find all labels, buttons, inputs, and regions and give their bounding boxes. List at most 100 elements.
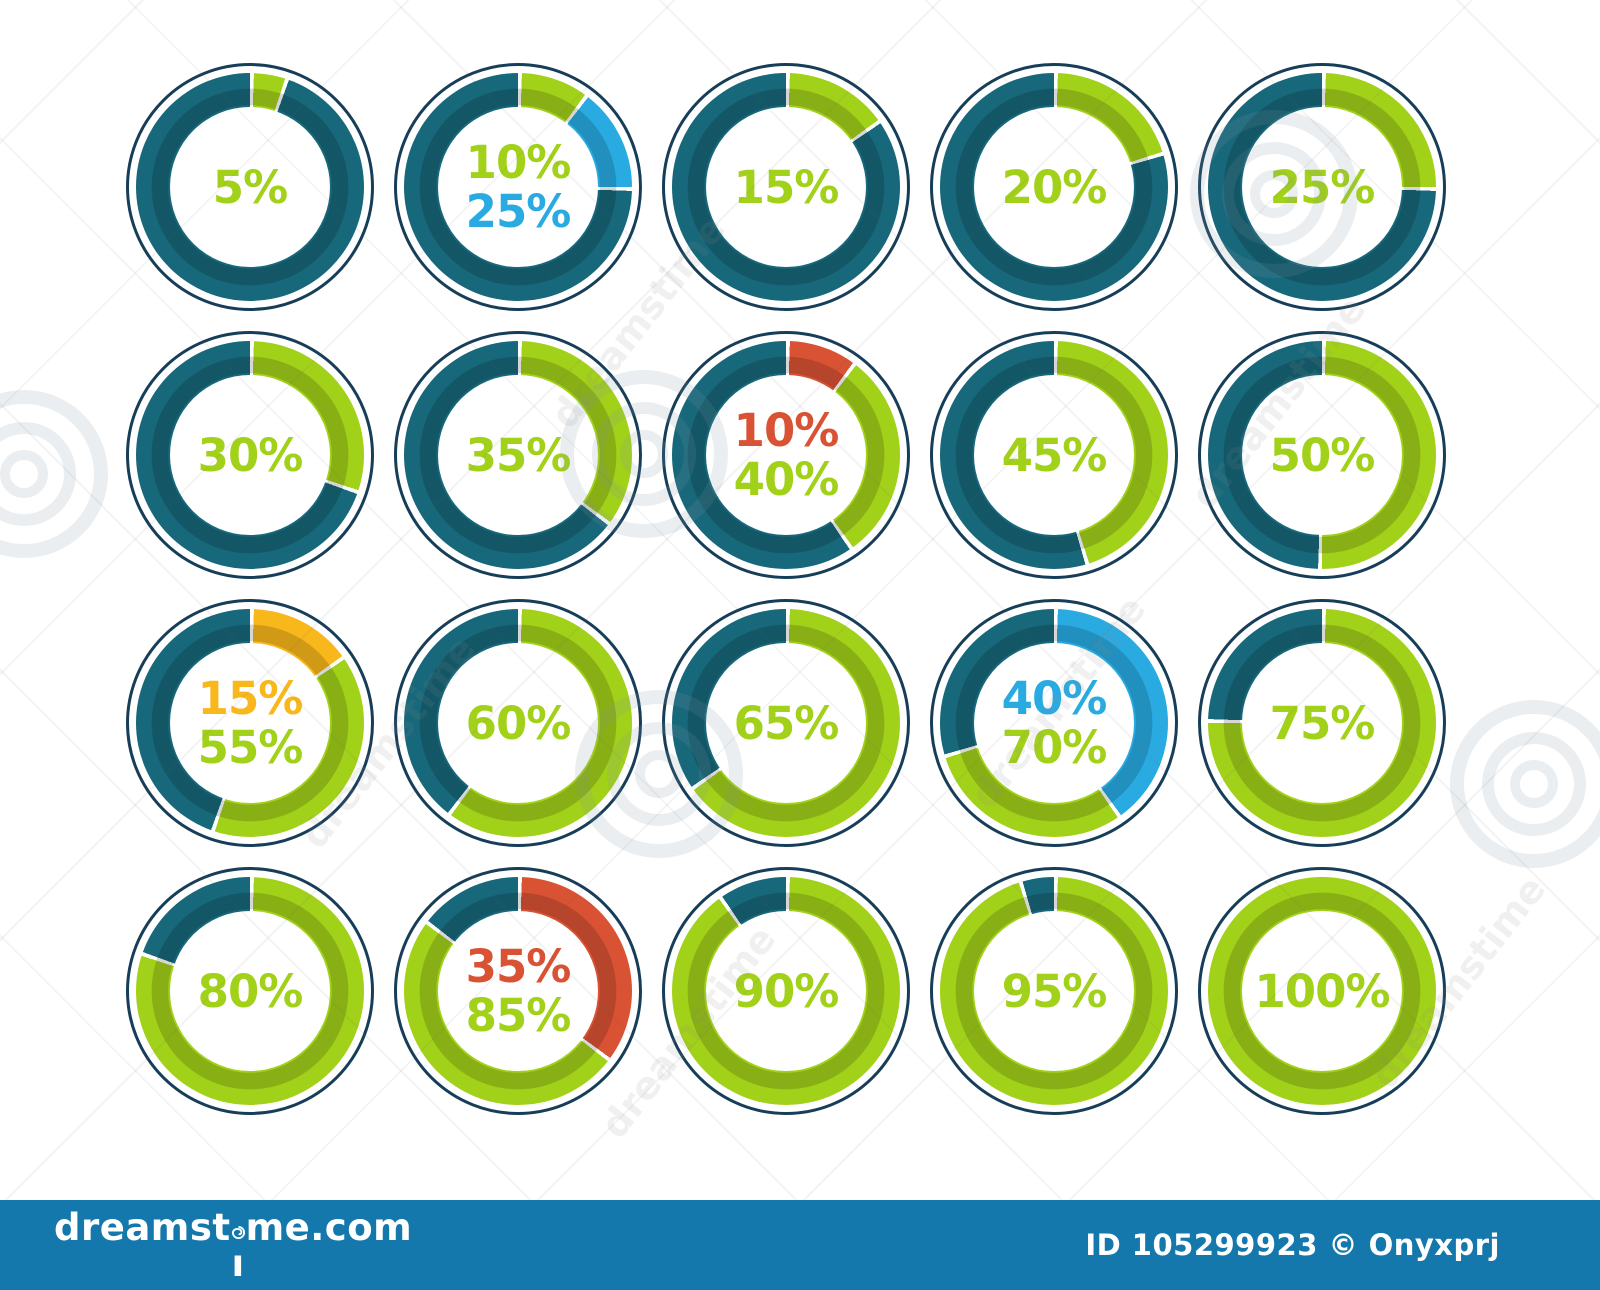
- percent-label: 5%: [212, 160, 288, 214]
- chart-cell: 75%: [1188, 589, 1456, 857]
- chart-cell: 80%: [116, 857, 384, 1125]
- donut-hole: [170, 911, 330, 1071]
- charts-grid: 5% 10% 25% 15% 20% 25% 30% 35% 10% 40% 45% 50% 15% 55…: [116, 53, 1456, 1125]
- donut-chart-4: 20%: [930, 63, 1178, 311]
- donut-hole: [974, 911, 1134, 1071]
- donut-chart-19: 95%: [930, 867, 1178, 1115]
- donut-chart-13: 65%: [662, 599, 910, 847]
- percent-label: 50%: [1269, 428, 1376, 482]
- percent-label: 90%: [733, 964, 840, 1018]
- chart-cell: 20%: [920, 53, 1188, 321]
- donut-label-group: 100%: [1242, 911, 1402, 1071]
- donut-label-group: 10% 40%: [706, 375, 866, 535]
- donut-hole: [1242, 107, 1402, 267]
- chart-cell: 30%: [116, 321, 384, 589]
- donut-label-group: 40% 70%: [974, 643, 1134, 803]
- chart-cell: 40% 70%: [920, 589, 1188, 857]
- chart-cell: 10% 40%: [652, 321, 920, 589]
- donut-chart-3: 15%: [662, 63, 910, 311]
- chart-cell: 60%: [384, 589, 652, 857]
- donut-label-group: 95%: [974, 911, 1134, 1071]
- image-id-text: ID 105299923 © Onyxprj: [1085, 1228, 1500, 1262]
- chart-cell: 15%: [652, 53, 920, 321]
- percent-label: 45%: [1001, 428, 1108, 482]
- donut-chart-9: 45%: [930, 331, 1178, 579]
- donut-hole: [706, 911, 866, 1071]
- donut-hole: [1242, 911, 1402, 1071]
- percent-label: 15%: [733, 160, 840, 214]
- percent-label: 85%: [465, 989, 572, 1042]
- percent-label: 15%: [197, 672, 304, 725]
- chart-cell: 10% 25%: [384, 53, 652, 321]
- donut-chart-1: 5%: [126, 63, 374, 311]
- donut-label-group: 5%: [170, 107, 330, 267]
- chart-cell: 45%: [920, 321, 1188, 589]
- percent-label: 80%: [197, 964, 304, 1018]
- percent-label: 30%: [197, 428, 304, 482]
- chart-cell: 50%: [1188, 321, 1456, 589]
- donut-label-group: 75%: [1242, 643, 1402, 803]
- chart-cell: 25%: [1188, 53, 1456, 321]
- donut-label-group: 65%: [706, 643, 866, 803]
- donut-chart-2: 10% 25%: [394, 63, 642, 311]
- percent-label: 10%: [733, 404, 840, 457]
- donut-hole: [170, 107, 330, 267]
- donut-chart-10: 50%: [1198, 331, 1446, 579]
- percent-label: 55%: [197, 721, 304, 774]
- percent-label: 25%: [465, 185, 572, 238]
- donut-chart-17: 35% 85%: [394, 867, 642, 1115]
- donut-hole: [170, 643, 330, 803]
- chart-cell: 95%: [920, 857, 1188, 1125]
- donut-hole: [706, 375, 866, 535]
- logo-text-pre: dreamst: [54, 1205, 231, 1249]
- chart-cell: 90%: [652, 857, 920, 1125]
- donut-label-group: 30%: [170, 375, 330, 535]
- donut-chart-12: 60%: [394, 599, 642, 847]
- chart-cell: 65%: [652, 589, 920, 857]
- percent-label: 65%: [733, 696, 840, 750]
- footer-bar: dreamst ı me.com ID 105299923 © Onyxprj: [0, 1200, 1600, 1290]
- donut-hole: [1242, 643, 1402, 803]
- logo-text-post: me.com: [245, 1205, 413, 1249]
- watermark-spiral-icon: [0, 390, 108, 558]
- watermark-spiral-icon: [1450, 700, 1600, 868]
- percent-label: 10%: [465, 136, 572, 189]
- donut-label-group: 90%: [706, 911, 866, 1071]
- chart-cell: 5%: [116, 53, 384, 321]
- spiral-icon: [231, 1225, 245, 1239]
- donut-label-group: 60%: [438, 643, 598, 803]
- donut-hole: [974, 375, 1134, 535]
- percent-label: 40%: [733, 453, 840, 506]
- chart-cell: 35% 85%: [384, 857, 652, 1125]
- donut-label-group: 35%: [438, 375, 598, 535]
- percent-label: 70%: [1001, 721, 1108, 774]
- donut-label-group: 15%: [706, 107, 866, 267]
- donut-hole: [706, 643, 866, 803]
- donut-label-group: 45%: [974, 375, 1134, 535]
- percent-label: 40%: [1001, 672, 1108, 725]
- donut-label-group: 25%: [1242, 107, 1402, 267]
- donut-hole: [438, 107, 598, 267]
- donut-hole: [438, 911, 598, 1071]
- percent-label: 35%: [465, 940, 572, 993]
- donut-hole: [706, 107, 866, 267]
- donut-chart-7: 35%: [394, 331, 642, 579]
- donut-label-group: 15% 55%: [170, 643, 330, 803]
- chart-cell: 15% 55%: [116, 589, 384, 857]
- percent-label: 95%: [1001, 964, 1108, 1018]
- donut-chart-14: 40% 70%: [930, 599, 1178, 847]
- percent-label: 35%: [465, 428, 572, 482]
- donut-chart-16: 80%: [126, 867, 374, 1115]
- logo-letter-i: ı: [231, 1225, 246, 1285]
- donut-chart-11: 15% 55%: [126, 599, 374, 847]
- chart-cell: 100%: [1188, 857, 1456, 1125]
- donut-label-group: 50%: [1242, 375, 1402, 535]
- donut-chart-8: 10% 40%: [662, 331, 910, 579]
- donut-chart-15: 75%: [1198, 599, 1446, 847]
- donut-chart-18: 90%: [662, 867, 910, 1115]
- donut-label-group: 80%: [170, 911, 330, 1071]
- donut-label-group: 10% 25%: [438, 107, 598, 267]
- percent-label: 75%: [1269, 696, 1376, 750]
- donut-label-group: 20%: [974, 107, 1134, 267]
